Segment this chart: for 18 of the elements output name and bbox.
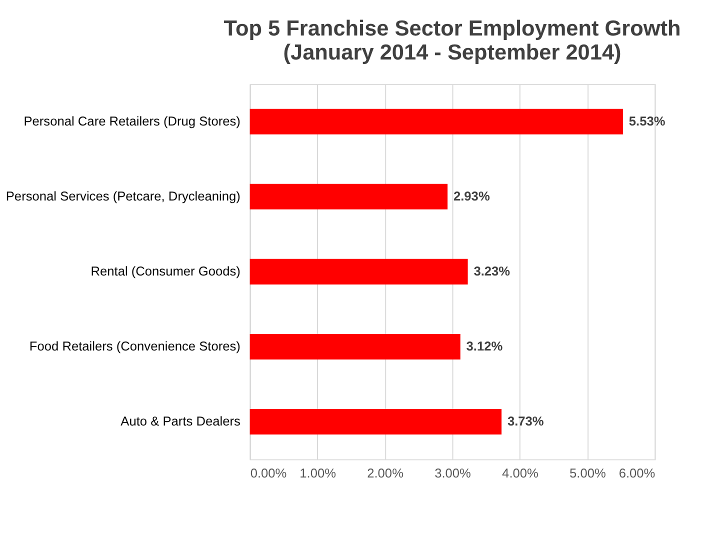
- y-tick-label: Rental (Consumer Goods): [90, 264, 240, 279]
- chart-title: Top 5 Franchise Sector Employment Growth (January 2014 - September 2014): [224, 16, 681, 64]
- x-tick-label: 5.00%: [570, 466, 606, 481]
- data-label: 3.12%: [466, 338, 504, 354]
- x-tick-label: 3.00%: [434, 466, 471, 481]
- data-label: 5.53%: [628, 114, 666, 129]
- x-tick-label: 6.00%: [618, 466, 656, 481]
- y-tick-label: Personal Services (Petcare, Drycleaning): [6, 188, 240, 204]
- y-tick-label: Auto & Parts Dealers: [120, 414, 240, 429]
- data-label: 2.93%: [453, 188, 490, 204]
- x-tick-label: 2.00%: [367, 466, 404, 481]
- x-tick-label: 1.00%: [300, 466, 336, 481]
- data-label: 3.23%: [474, 264, 511, 279]
- y-tick-label: Personal Care Retailers (Drug Stores): [24, 114, 240, 129]
- x-tick-label: 0.00%: [250, 466, 287, 481]
- x-tick-label: 4.00%: [502, 466, 538, 481]
- data-label: 3.73%: [507, 414, 544, 429]
- y-tick-label: Food Retailers (Convenience Stores): [29, 338, 240, 354]
